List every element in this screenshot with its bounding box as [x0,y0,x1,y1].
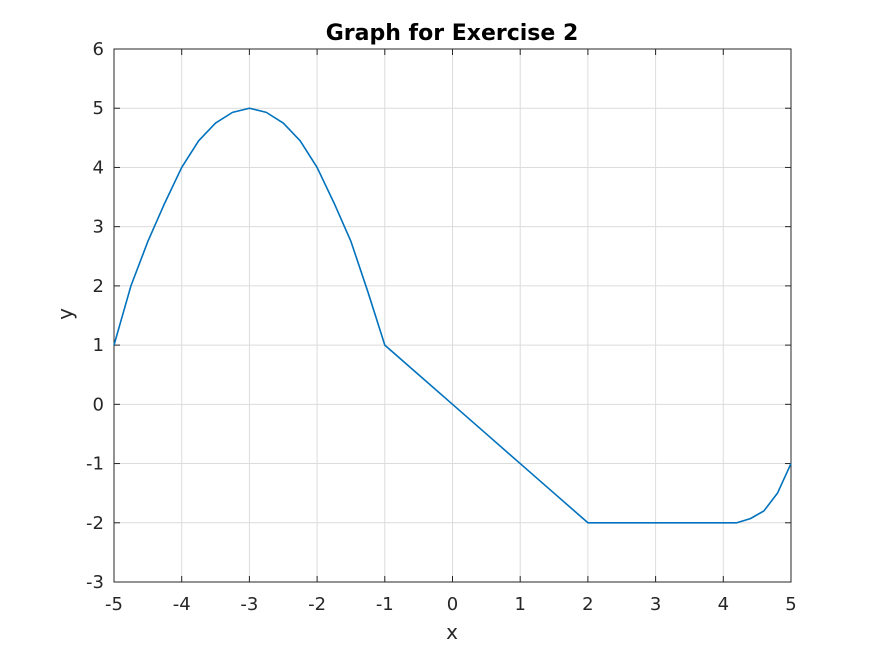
x-tick-label: -3 [240,594,258,615]
grid-lines [113,48,792,583]
x-tick-label: -2 [308,594,326,615]
y-tick-label: 5 [93,98,104,119]
x-tick-label: -5 [105,594,123,615]
x-tick-label: 3 [650,594,661,615]
x-tick-label: 4 [718,594,729,615]
y-tick-label: 0 [93,394,104,415]
x-tick-label: 5 [785,594,796,615]
series-line [113,107,792,524]
series-group [113,107,792,524]
x-axis-label: x [446,620,458,644]
chart-title: Graph for Exercise 2 [326,21,579,46]
y-tick-labels: -3 -2 -1 0 1 2 3 4 5 6 [86,39,104,593]
x-tick-label: -1 [376,594,394,615]
y-tick-label: -3 [86,572,104,593]
y-tick-label: -1 [86,454,104,475]
y-tick-label: 1 [93,335,104,356]
y-tick-label: 4 [93,157,104,178]
y-tick-label: 6 [93,39,104,60]
y-tick-label: 3 [93,217,104,238]
y-tick-label: -2 [86,513,104,534]
x-tick-label: 0 [447,594,458,615]
y-axis-label: y [53,308,77,320]
y-tick-label: 2 [93,276,104,297]
x-tick-label: 2 [582,594,593,615]
x-tick-label: -4 [173,594,191,615]
axis-ticks [113,48,792,583]
x-tick-labels: -5 -4 -3 -2 -1 0 1 2 3 4 5 [105,594,797,615]
x-tick-label: 1 [514,594,525,615]
